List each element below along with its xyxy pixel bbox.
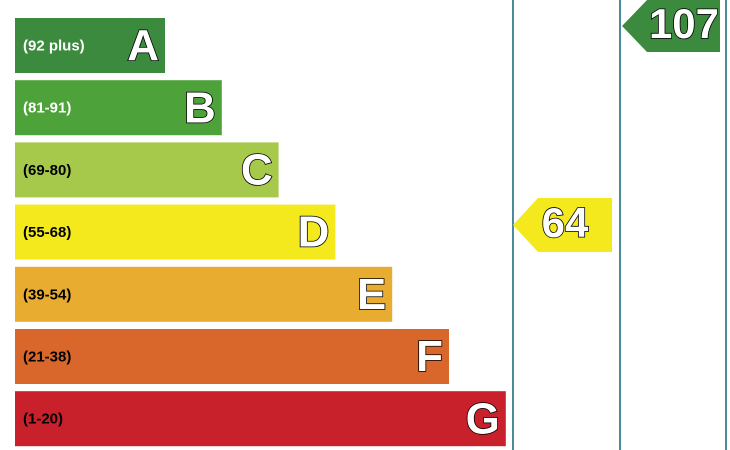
band-bar xyxy=(15,80,222,136)
band-letter: F xyxy=(416,332,443,381)
band-bar xyxy=(15,204,336,260)
band-range: (55-68) xyxy=(23,224,71,241)
potential-score: 107 xyxy=(649,0,719,47)
band-range: (21-38) xyxy=(23,348,71,365)
band-bar xyxy=(15,142,279,198)
band-bar xyxy=(15,329,449,384)
band-range: (81-91) xyxy=(23,100,71,117)
band-bar xyxy=(15,391,506,447)
band-letter: E xyxy=(357,270,386,319)
band-bar xyxy=(15,18,165,73)
current-rating: 64 xyxy=(513,198,612,252)
current-arrow xyxy=(513,198,612,252)
band-range: (92 plus) xyxy=(23,37,85,54)
potential-arrow xyxy=(622,0,720,52)
band-letter: G xyxy=(466,394,500,443)
band-range: (69-80) xyxy=(23,162,71,179)
band-letter: C xyxy=(241,146,273,195)
band-range: (1-20) xyxy=(23,411,63,428)
band-letter: A xyxy=(127,21,159,70)
current-score: 64 xyxy=(542,199,589,246)
band-letter: D xyxy=(298,208,330,257)
potential-rating: 107 xyxy=(622,0,720,52)
band-letter: B xyxy=(184,83,216,132)
band-bar xyxy=(15,266,393,322)
band-range: (39-54) xyxy=(23,286,71,303)
